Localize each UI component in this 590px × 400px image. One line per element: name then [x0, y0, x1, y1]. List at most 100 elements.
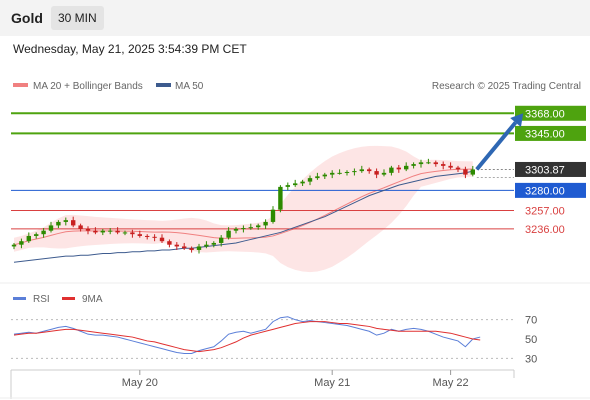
candle: [34, 232, 39, 239]
candle: [19, 238, 24, 249]
candle: [396, 164, 401, 173]
ma20-line: [13, 168, 473, 246]
price-level-3303-87-label: 3303.87: [525, 164, 565, 176]
resistance-level-3368-00-box: [515, 105, 586, 121]
candle: [130, 229, 135, 238]
candle: [322, 172, 327, 179]
projection-arrow-head: [510, 113, 524, 127]
candle: [426, 158, 431, 165]
candle: [263, 219, 268, 229]
candle: [441, 161, 446, 170]
rsi-tick-70: 70: [525, 315, 537, 327]
candle: [108, 228, 113, 235]
bollinger-band-area: [14, 145, 473, 273]
candle: [26, 232, 31, 243]
projection-arrow-shaft: [475, 121, 518, 171]
candle: [367, 167, 372, 174]
candle: [293, 179, 298, 187]
symbol-name: Gold: [11, 10, 43, 26]
candle: [93, 227, 98, 235]
candle: [463, 166, 468, 179]
support-weak-level-3257-00-label: 3257.00: [525, 206, 565, 218]
candle: [389, 165, 394, 176]
candle: [48, 221, 54, 233]
candle: [196, 243, 202, 254]
candle: [226, 227, 231, 240]
resistance-level-3368-00-label: 3368.00: [525, 108, 565, 120]
bollinger-band: [13, 145, 473, 273]
candle: [381, 169, 387, 177]
candle: [159, 234, 165, 243]
rsi-ma-legend-swatch: [62, 297, 75, 300]
candle: [330, 170, 335, 179]
x-tick-label: May 21: [314, 377, 350, 389]
rsi-legend-label: RSI: [33, 294, 50, 305]
ma50-line: [13, 170, 473, 263]
candle: [78, 223, 83, 232]
candle: [174, 242, 179, 250]
candle: [285, 182, 290, 191]
chart-datetime: Wednesday, May 21, 2025 3:54:39 PM CET: [13, 42, 247, 56]
candle: [182, 242, 187, 250]
candle: [344, 170, 350, 176]
candle: [337, 169, 342, 175]
resistance-level-3345-00-label: 3345.00: [525, 128, 565, 140]
x-tick-label: May 20: [122, 377, 158, 389]
rsi-tick-50: 50: [525, 334, 537, 346]
support-level-3280-00-box: [515, 182, 586, 198]
candle: [352, 168, 357, 176]
x-tick-label: May 22: [433, 377, 469, 389]
research-credit: Research © 2025 Trading Central: [432, 81, 581, 92]
ma50-legend-swatch: [156, 83, 171, 87]
rsi-tick-30: 30: [525, 353, 537, 365]
candle: [248, 223, 253, 230]
candle: [71, 216, 76, 228]
candle: [307, 175, 313, 186]
projection-arrow: [475, 113, 524, 171]
candle: [233, 227, 239, 234]
candle: [41, 228, 46, 238]
resistance-level-3345-00-box: [515, 125, 586, 141]
ma20-legend-swatch: [13, 83, 28, 87]
candle: [374, 168, 379, 179]
candle: [359, 165, 364, 173]
candle: [122, 230, 128, 236]
candle: [204, 241, 209, 249]
price-level-3303-87-box: [515, 161, 586, 177]
candle: [241, 225, 246, 233]
candle: [411, 162, 416, 169]
candle: [56, 220, 61, 229]
candle: [167, 239, 172, 248]
candle: [189, 246, 194, 253]
candle: [418, 159, 424, 168]
candle: [137, 230, 142, 238]
support-weak-level-3236-00-label: 3236.00: [525, 224, 565, 236]
rsi-panel: 30 50 70: [11, 315, 537, 365]
candle: [315, 172, 320, 180]
rsi-ma-legend-label: 9MA: [82, 294, 103, 305]
candle: [219, 235, 224, 247]
candle: [448, 162, 453, 170]
ma50-polyline: [13, 170, 473, 263]
candle: [270, 206, 276, 224]
candles: [11, 158, 475, 254]
ma20-legend-label: MA 20 + Bollinger Bands: [33, 81, 143, 92]
rsi-legend-swatch: [13, 297, 26, 300]
ma50-legend-label: MA 50: [175, 81, 204, 92]
candle: [152, 234, 157, 242]
candle: [404, 162, 409, 172]
timeframe-button[interactable]: 30 MIN: [51, 6, 104, 30]
support-level-3280-00-label: 3280.00: [525, 185, 565, 197]
candle: [100, 228, 105, 236]
candle: [278, 185, 283, 213]
candle: [300, 179, 305, 186]
x-axis: May 20 May 21 May 22: [0, 369, 590, 399]
candle: [470, 165, 475, 177]
price-levels: 3368.00 3345.00 3303.87 3280.00 3257.00 3236.…: [11, 105, 586, 236]
candle: [11, 242, 17, 250]
candle: [115, 227, 120, 235]
rsi-line: [13, 316, 481, 354]
candle: [433, 160, 438, 167]
rsi-ma-line: [13, 321, 481, 353]
